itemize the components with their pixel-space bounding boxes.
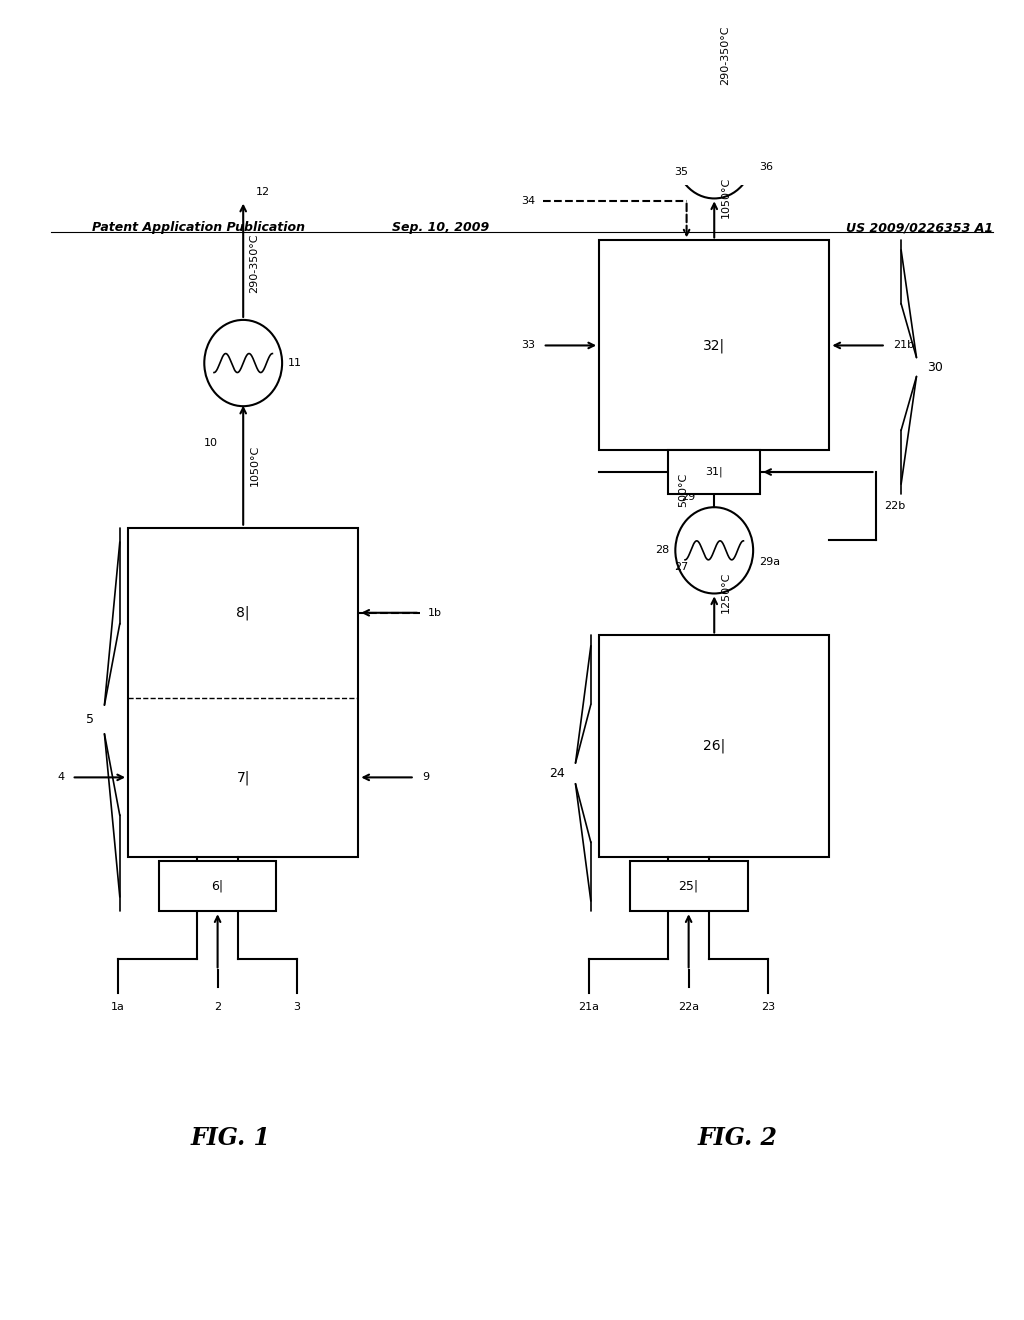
Text: US 2009/0226353 A1: US 2009/0226353 A1 xyxy=(846,222,993,234)
Text: 27: 27 xyxy=(675,562,688,573)
Text: 29a: 29a xyxy=(760,557,780,566)
Text: 34: 34 xyxy=(521,195,536,206)
Text: 7|: 7| xyxy=(237,770,250,784)
Text: 500°C: 500°C xyxy=(679,473,688,507)
Text: 32|: 32| xyxy=(703,338,725,352)
Text: FIG. 2: FIG. 2 xyxy=(697,1126,777,1150)
Text: 6|: 6| xyxy=(212,880,223,892)
Text: 12: 12 xyxy=(256,187,269,197)
Text: 290-350°C: 290-350°C xyxy=(250,234,259,293)
Text: 1250°C: 1250°C xyxy=(721,572,730,612)
Text: 21b: 21b xyxy=(893,341,914,350)
Text: 11: 11 xyxy=(289,358,302,368)
Text: 30: 30 xyxy=(927,360,943,374)
Text: 31|: 31| xyxy=(706,467,723,478)
Text: 21a: 21a xyxy=(579,1002,599,1012)
Text: 33: 33 xyxy=(521,341,536,350)
Bar xyxy=(159,862,276,911)
Text: 10: 10 xyxy=(204,437,217,447)
Text: 24: 24 xyxy=(550,767,565,780)
Text: 26|: 26| xyxy=(703,739,725,754)
Bar xyxy=(668,450,760,494)
Text: 8|: 8| xyxy=(237,606,250,620)
Text: 22b: 22b xyxy=(884,502,905,511)
Text: Patent Application Publication: Patent Application Publication xyxy=(92,222,305,234)
Text: 1050°C: 1050°C xyxy=(250,445,259,486)
Text: FIG. 1: FIG. 1 xyxy=(190,1126,270,1150)
Text: 4: 4 xyxy=(57,772,65,783)
Bar xyxy=(128,528,358,857)
Text: 2: 2 xyxy=(214,1002,221,1012)
Text: 28: 28 xyxy=(655,545,670,556)
Text: 3: 3 xyxy=(294,1002,300,1012)
Text: 1050°C: 1050°C xyxy=(721,177,730,218)
Text: 29: 29 xyxy=(682,491,696,502)
Text: 23: 23 xyxy=(761,1002,775,1012)
Text: 9: 9 xyxy=(422,772,429,783)
Text: 290-350°C: 290-350°C xyxy=(721,25,730,86)
Bar xyxy=(630,862,748,911)
Text: 5: 5 xyxy=(86,713,94,726)
Text: 1b: 1b xyxy=(428,607,442,618)
Text: 1a: 1a xyxy=(111,1002,125,1012)
Text: 35: 35 xyxy=(675,168,688,177)
Bar xyxy=(599,240,829,450)
Bar xyxy=(599,635,829,857)
Text: 36: 36 xyxy=(760,161,773,172)
Text: 25|: 25| xyxy=(679,880,698,892)
Text: 22a: 22a xyxy=(678,1002,699,1012)
Text: Sep. 10, 2009: Sep. 10, 2009 xyxy=(392,222,488,234)
